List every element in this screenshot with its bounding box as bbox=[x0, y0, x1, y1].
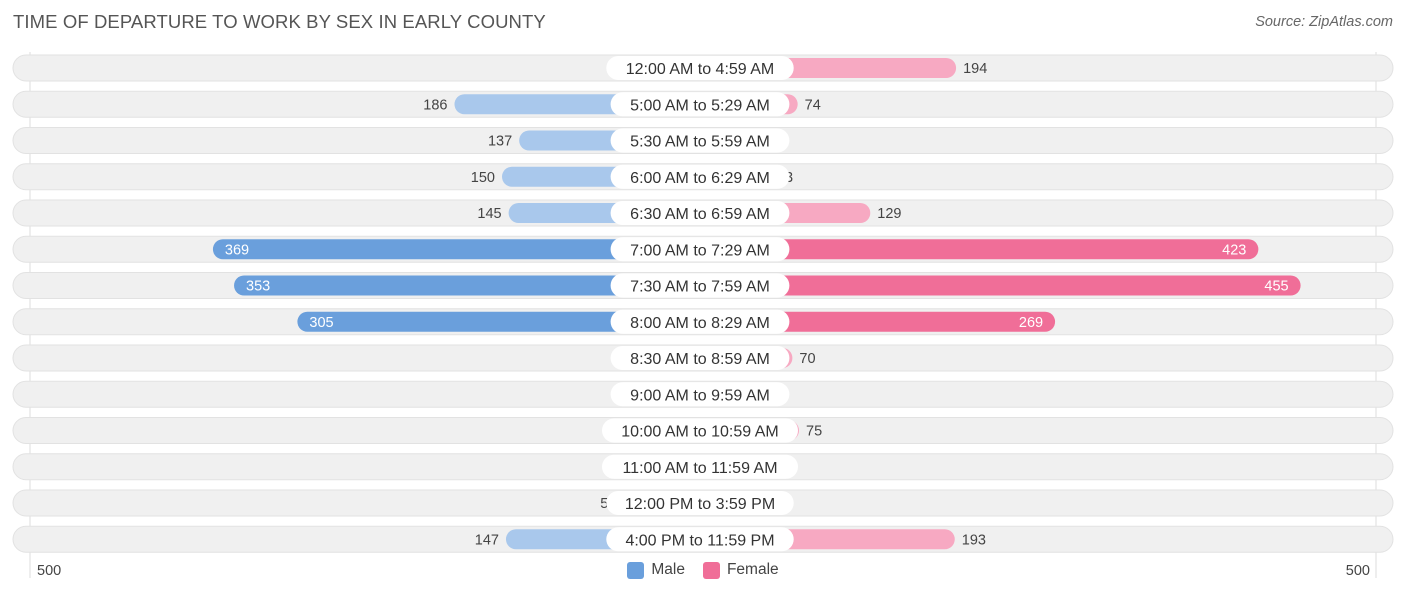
category-label: 5:00 AM to 5:29 AM bbox=[630, 97, 770, 114]
axis-left-label: 500 bbox=[37, 563, 62, 579]
category-label: 8:30 AM to 8:59 AM bbox=[630, 351, 770, 368]
legend-swatch-male bbox=[627, 561, 645, 579]
legend-swatch-female bbox=[702, 561, 720, 579]
source-note: Source: ZipAtlas.com bbox=[1255, 14, 1393, 30]
value-label-male: 186 bbox=[423, 97, 447, 113]
bar-female bbox=[700, 275, 1301, 296]
chart-title: TIME OF DEPARTURE TO WORK BY SEX IN EARL… bbox=[13, 11, 546, 32]
category-label: 7:00 AM to 7:29 AM bbox=[630, 242, 770, 259]
value-label-female: 455 bbox=[1264, 279, 1288, 295]
legend-label-female: Female bbox=[726, 561, 779, 578]
legend-item-female[interactable]: Female bbox=[702, 561, 779, 579]
category-pill bbox=[610, 273, 790, 298]
value-label-male: 353 bbox=[246, 279, 270, 295]
bar-female bbox=[700, 239, 1259, 260]
category-label: 7:30 AM to 7:59 AM bbox=[630, 279, 770, 296]
category-pill bbox=[610, 309, 790, 334]
value-label-female: 74 bbox=[805, 97, 821, 113]
legend-label-male: Male bbox=[651, 561, 685, 578]
bar-female bbox=[700, 311, 1056, 332]
value-label-female: 129 bbox=[877, 206, 901, 222]
value-label-male: 305 bbox=[309, 315, 333, 331]
category-label: 8:00 AM to 8:29 AM bbox=[630, 315, 770, 332]
category-pill bbox=[610, 346, 790, 370]
value-label-male: 145 bbox=[477, 206, 501, 222]
category-label: 12:00 PM to 3:59 PM bbox=[625, 496, 775, 513]
category-label: 11:00 AM to 11:59 AM bbox=[622, 460, 777, 477]
category-label: 6:30 AM to 6:59 AM bbox=[630, 206, 770, 223]
category-pill bbox=[602, 454, 798, 479]
category-pill bbox=[606, 56, 794, 80]
legend: Male Female bbox=[0, 561, 1406, 579]
value-label-female: 75 bbox=[806, 424, 822, 440]
value-label-male: 150 bbox=[471, 170, 495, 186]
category-pill bbox=[606, 491, 794, 515]
bar-male bbox=[212, 239, 701, 260]
category-pill bbox=[610, 382, 790, 407]
value-label-female: 194 bbox=[963, 61, 987, 77]
category-pill bbox=[610, 92, 790, 117]
category-label: 5:30 AM to 5:59 AM bbox=[630, 134, 770, 151]
category-pill bbox=[610, 201, 790, 225]
bar-male bbox=[297, 311, 700, 332]
category-pill bbox=[610, 164, 790, 189]
bar-male bbox=[234, 275, 701, 296]
value-label-female: 193 bbox=[962, 532, 986, 548]
value-label-male: 137 bbox=[488, 134, 512, 150]
category-label: 6:00 AM to 6:29 AM bbox=[630, 170, 770, 187]
value-label-female: 70 bbox=[799, 351, 815, 367]
category-pill bbox=[610, 128, 790, 153]
value-label-female: 269 bbox=[1019, 315, 1043, 331]
category-pill bbox=[602, 418, 798, 443]
category-label: 4:00 PM to 11:59 PM bbox=[625, 532, 774, 549]
category-pill bbox=[610, 237, 790, 262]
value-label-female: 423 bbox=[1222, 242, 1246, 258]
axis-right-label: 500 bbox=[1345, 563, 1370, 579]
value-label-male: 147 bbox=[475, 532, 499, 548]
category-label: 9:00 AM to 9:59 AM bbox=[630, 387, 770, 404]
category-pill bbox=[606, 527, 794, 552]
legend-item-male[interactable]: Male bbox=[627, 561, 685, 579]
category-label: 12:00 AM to 4:59 AM bbox=[626, 61, 775, 78]
value-label-male: 369 bbox=[225, 242, 249, 258]
category-label: 10:00 AM to 10:59 AM bbox=[621, 424, 778, 441]
